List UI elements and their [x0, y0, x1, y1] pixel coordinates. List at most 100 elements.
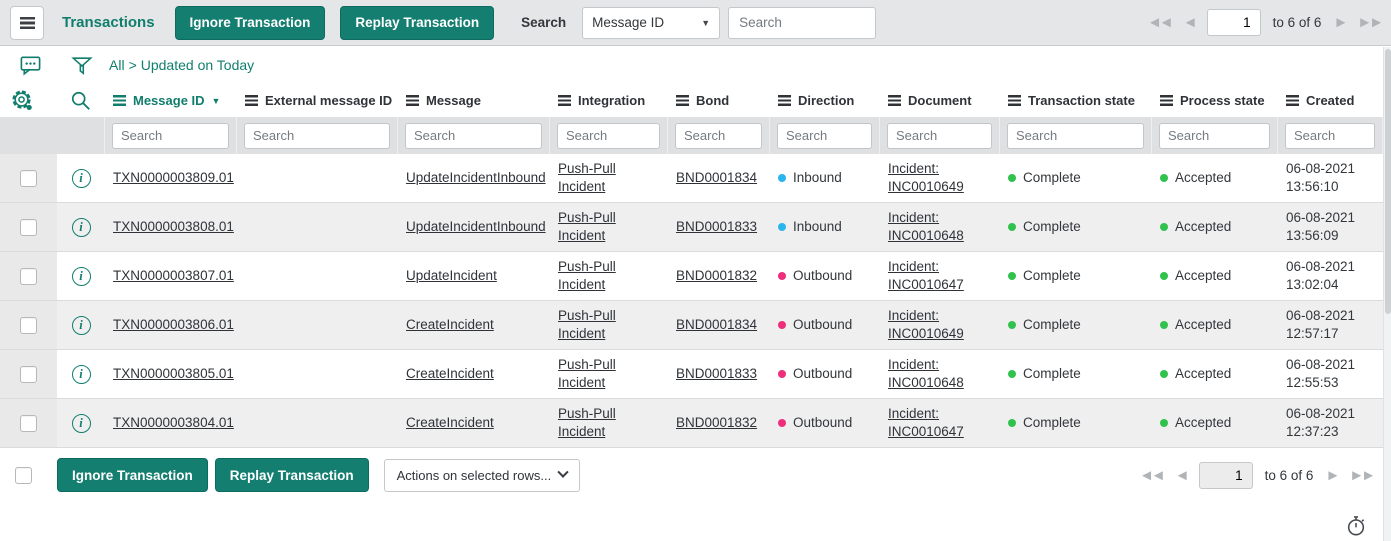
transaction-state-label: Complete: [1023, 169, 1081, 185]
filter-input-external_message_id[interactable]: [244, 122, 390, 149]
document-link[interactable]: Incident: INC0010647: [888, 258, 964, 292]
filter-input-integration[interactable]: [557, 122, 660, 149]
row-checkbox[interactable]: [20, 218, 37, 236]
message-id-link[interactable]: TXN0000003807.01: [113, 267, 234, 283]
column-header-integration[interactable]: Integration: [550, 93, 668, 108]
message-link[interactable]: UpdateIncident: [406, 267, 497, 283]
scrollbar-thumb[interactable]: [1385, 49, 1391, 314]
bond-link[interactable]: BND0001834: [676, 316, 758, 332]
integration-link[interactable]: Push-Pull Incident: [558, 209, 616, 243]
filter-cell-transaction_state: [1000, 117, 1152, 154]
comments-button[interactable]: [16, 54, 44, 77]
first-page-icon-bottom[interactable]: ◄◄: [1139, 466, 1166, 484]
last-page-icon-bottom[interactable]: ►►: [1349, 466, 1376, 484]
last-page-icon[interactable]: ►►: [1357, 14, 1384, 31]
document-link[interactable]: Incident: INC0010648: [888, 209, 964, 243]
info-icon[interactable]: i: [71, 413, 91, 433]
ignore-transaction-button-bottom[interactable]: Ignore Transaction: [57, 458, 208, 492]
created-date: 06-08-2021: [1286, 405, 1356, 421]
breadcrumb: All > Updated on Today: [109, 57, 254, 73]
direction-label: Outbound: [793, 267, 853, 283]
column-header-transaction_state[interactable]: Transaction state: [1000, 93, 1152, 108]
message-id-link[interactable]: TXN0000003804.01: [113, 414, 234, 430]
message-link[interactable]: CreateIncident: [406, 414, 494, 430]
integration-link[interactable]: Push-Pull Incident: [558, 258, 616, 292]
column-header-message[interactable]: Message: [398, 93, 550, 108]
integration-link[interactable]: Push-Pull Incident: [558, 307, 616, 341]
filter-input-document[interactable]: [887, 122, 992, 149]
response-time-button[interactable]: [1345, 514, 1367, 537]
row-checkbox[interactable]: [20, 414, 37, 432]
row-checkbox[interactable]: [20, 169, 37, 187]
message-id-link[interactable]: TXN0000003808.01: [113, 218, 234, 234]
cell-integration: Push-Pull Incident: [550, 307, 668, 343]
page-number-input-bottom[interactable]: [1198, 461, 1253, 489]
ignore-transaction-button[interactable]: Ignore Transaction: [174, 5, 326, 40]
list-settings-button[interactable]: [11, 89, 34, 112]
info-icon[interactable]: i: [71, 217, 91, 237]
row-checkbox[interactable]: [20, 365, 37, 383]
bond-link[interactable]: BND0001832: [676, 414, 758, 430]
filter-input-message[interactable]: [405, 122, 542, 149]
cell-direction: Outbound: [770, 316, 880, 334]
select-all-checkbox[interactable]: [15, 466, 32, 484]
search-field-select[interactable]: Message ID ▼: [582, 6, 721, 39]
column-header-bond[interactable]: Bond: [668, 93, 770, 108]
replay-transaction-button[interactable]: Replay Transaction: [340, 5, 495, 40]
row-checkbox[interactable]: [20, 316, 37, 334]
column-header-document[interactable]: Document: [880, 93, 1000, 108]
filter-input-transaction_state[interactable]: [1007, 122, 1144, 149]
document-link[interactable]: Incident: INC0010647: [888, 405, 964, 439]
info-icon[interactable]: i: [71, 266, 91, 286]
previous-page-icon-bottom[interactable]: ◄: [1174, 466, 1190, 484]
row-checkbox[interactable]: [20, 267, 37, 285]
next-page-icon-bottom[interactable]: ►: [1325, 466, 1340, 484]
bond-link[interactable]: BND0001833: [676, 365, 758, 381]
filter-input-process_state[interactable]: [1159, 122, 1270, 149]
first-page-icon[interactable]: ◄◄: [1147, 14, 1174, 31]
document-link[interactable]: Incident: INC0010648: [888, 356, 964, 390]
bond-link[interactable]: BND0001832: [676, 267, 758, 283]
column-header-created[interactable]: Created: [1278, 93, 1383, 108]
message-link[interactable]: CreateIncident: [406, 365, 494, 381]
message-id-link[interactable]: TXN0000003805.01: [113, 365, 234, 381]
filter-input-message_id[interactable]: [112, 122, 229, 149]
actions-on-selected-rows-select[interactable]: Actions on selected rows...: [383, 458, 580, 492]
column-header-message_id[interactable]: Message ID ▼: [105, 93, 237, 108]
bond-link[interactable]: BND0001834: [676, 169, 758, 185]
integration-link[interactable]: Push-Pull Incident: [558, 405, 616, 439]
info-icon[interactable]: i: [71, 364, 91, 384]
hamburger-menu-button[interactable]: [10, 5, 44, 40]
info-icon[interactable]: i: [71, 168, 91, 188]
column-header-external_message_id[interactable]: External message ID: [237, 93, 398, 108]
next-page-icon[interactable]: ►: [1333, 14, 1348, 31]
column-header-direction[interactable]: Direction: [770, 93, 880, 108]
breadcrumb-filter-link[interactable]: Updated on Today: [140, 57, 255, 73]
filter-button[interactable]: [69, 54, 95, 77]
filter-input-direction[interactable]: [777, 122, 872, 149]
message-link[interactable]: CreateIncident: [406, 316, 494, 332]
message-link[interactable]: UpdateIncidentInbound: [406, 169, 546, 185]
document-link[interactable]: Incident: INC0010649: [888, 307, 964, 341]
breadcrumb-all-link[interactable]: All: [109, 57, 125, 73]
message-link[interactable]: UpdateIncidentInbound: [406, 218, 546, 234]
list-search-button[interactable]: [70, 90, 92, 112]
filter-input-bond[interactable]: [675, 122, 762, 149]
global-search-input[interactable]: [728, 6, 877, 39]
info-icon[interactable]: i: [71, 315, 91, 335]
row-checkbox-cell: [0, 350, 57, 398]
direction-dot: [778, 419, 786, 427]
previous-page-icon[interactable]: ◄: [1182, 14, 1198, 31]
message-id-link[interactable]: TXN0000003806.01: [113, 316, 234, 332]
replay-transaction-button-bottom[interactable]: Replay Transaction: [214, 458, 369, 492]
filter-input-created[interactable]: [1285, 122, 1375, 149]
document-link[interactable]: Incident: INC0010649: [888, 160, 964, 194]
vertical-scrollbar[interactable]: [1383, 47, 1391, 541]
message-id-link[interactable]: TXN0000003809.01: [113, 169, 234, 185]
page-number-input[interactable]: [1206, 9, 1261, 36]
process-state-label: Accepted: [1175, 365, 1232, 381]
integration-link[interactable]: Push-Pull Incident: [558, 160, 616, 194]
column-header-process_state[interactable]: Process state: [1152, 93, 1278, 108]
bond-link[interactable]: BND0001833: [676, 218, 758, 234]
integration-link[interactable]: Push-Pull Incident: [558, 356, 616, 390]
